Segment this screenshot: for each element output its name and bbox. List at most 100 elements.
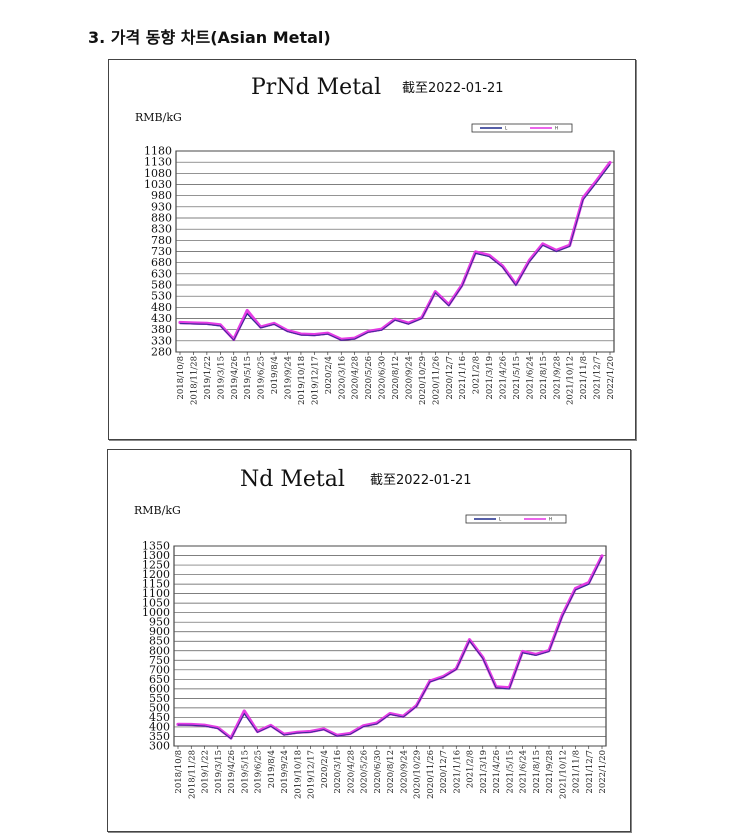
y-tick-label: 1350 bbox=[142, 540, 170, 553]
x-tick-label: 2021/9/28 bbox=[552, 356, 562, 400]
y-tick-label: 1100 bbox=[142, 587, 170, 600]
x-tick-label: 2019/9/24 bbox=[280, 750, 290, 794]
x-tick-label: 2021/11/8 bbox=[572, 750, 582, 794]
x-tick-label: 2019/1/22 bbox=[203, 356, 213, 400]
x-tick-label: 2019/12/17 bbox=[310, 356, 320, 405]
y-tick-label: 780 bbox=[151, 234, 172, 247]
chart-title: PrNd Metal bbox=[251, 75, 381, 100]
y-tick-label: 500 bbox=[149, 701, 170, 714]
x-tick-label: 2021/12/7 bbox=[593, 356, 603, 400]
x-tick-label: 2021/9/28 bbox=[545, 750, 555, 794]
y-tick-label: 680 bbox=[151, 256, 172, 269]
x-tick-label: 2022/1/20 bbox=[606, 356, 616, 400]
x-tick-label: 2021/6/24 bbox=[525, 356, 535, 400]
x-tick-label: 2020/10/29 bbox=[413, 750, 423, 799]
x-tick-label: 2020/6/30 bbox=[378, 356, 388, 400]
x-tick-label: 2020/3/16 bbox=[333, 750, 343, 794]
y-tick-label: 330 bbox=[151, 334, 172, 347]
x-tick-label: 2021/6/24 bbox=[519, 750, 529, 794]
x-tick-label: 2020/12/7 bbox=[439, 750, 449, 794]
x-tick-label: 2019/4/26 bbox=[227, 750, 237, 794]
x-tick-label: 2019/5/15 bbox=[240, 750, 250, 794]
y-tick-label: 930 bbox=[151, 200, 172, 213]
x-tick-label: 2020/11/26 bbox=[426, 750, 436, 799]
x-tick-label: 2018/10/8 bbox=[176, 356, 186, 400]
x-tick-label: 2020/8/12 bbox=[391, 356, 401, 400]
x-tick-label: 2020/5/26 bbox=[360, 750, 370, 794]
y-tick-label: 950 bbox=[149, 616, 170, 629]
y-axis-unit-label: RMB/kG bbox=[135, 111, 182, 124]
x-tick-label: 2020/9/24 bbox=[404, 356, 414, 400]
y-tick-label: 480 bbox=[151, 301, 172, 314]
x-tick-label: 2019/3/15 bbox=[216, 356, 226, 400]
x-tick-label: 2021/11/8 bbox=[579, 356, 589, 400]
y-tick-label: 650 bbox=[149, 673, 170, 686]
x-tick-label: 2021/10/12 bbox=[558, 750, 568, 799]
y-tick-label: 850 bbox=[149, 635, 170, 648]
y-tick-label: 830 bbox=[151, 223, 172, 236]
prnd-chart-panel: PrNd Metal 截至2022-01-21 RMB/kG L H 280 330 380 4… bbox=[108, 59, 636, 440]
series-line-L-overlay bbox=[179, 164, 611, 342]
x-tick-label: 2019/6/25 bbox=[254, 750, 264, 794]
y-tick-label: 280 bbox=[151, 346, 172, 359]
x-tick-label: 2019/10/18 bbox=[293, 750, 303, 799]
chart-title: Nd Metal bbox=[240, 467, 345, 492]
x-tick-label: 2019/5/15 bbox=[243, 356, 253, 400]
y-tick-label: 750 bbox=[149, 654, 170, 667]
x-tick-label: 2021/4/26 bbox=[499, 356, 509, 400]
x-tick-label: 2018/11/28 bbox=[187, 750, 197, 799]
series-line-L-overlay bbox=[177, 557, 603, 740]
legend-box bbox=[471, 123, 573, 133]
y-tick-label: 630 bbox=[151, 267, 172, 280]
legend-box bbox=[465, 514, 567, 524]
y-tick-label: 1300 bbox=[142, 549, 170, 562]
x-tick-label: 2019/8/4 bbox=[270, 356, 280, 394]
y-tick-label: 1050 bbox=[142, 597, 170, 610]
y-tick-label: 350 bbox=[149, 730, 170, 743]
legend-label-H: H bbox=[555, 126, 558, 131]
x-tick-label: 2018/11/28 bbox=[189, 356, 199, 405]
legend-label-L: L bbox=[505, 126, 508, 131]
y-axis-unit-label: RMB/kG bbox=[134, 504, 181, 517]
y-tick-label: 980 bbox=[151, 189, 172, 202]
x-tick-label: 2020/12/7 bbox=[445, 356, 455, 400]
y-tick-label: 900 bbox=[149, 625, 170, 638]
x-tick-label: 2019/12/17 bbox=[307, 750, 317, 799]
x-tick-label: 2021/2/8 bbox=[472, 356, 482, 394]
nd-chart: Nd Metal 截至2022-01-21 RMB/kG L H 300350400450… bbox=[134, 467, 608, 799]
x-tick-label: 2019/9/24 bbox=[284, 356, 294, 400]
chart-date-label: 截至2022-01-21 bbox=[370, 473, 472, 488]
y-tick-label: 600 bbox=[149, 682, 170, 695]
legend-label-L: L bbox=[499, 517, 502, 522]
x-tick-label: 2021/12/7 bbox=[585, 750, 595, 794]
series-line-H bbox=[178, 160, 612, 341]
x-tick-label: 2020/9/24 bbox=[399, 750, 409, 794]
x-tick-label: 2021/8/15 bbox=[532, 750, 542, 794]
x-tick-label: 2021/5/15 bbox=[512, 356, 522, 400]
chart-date-label: 截至2022-01-21 bbox=[402, 81, 504, 96]
y-tick-label: 1180 bbox=[144, 145, 172, 158]
x-tick-label: 2020/5/26 bbox=[364, 356, 374, 400]
x-tick-label: 2021/1/16 bbox=[458, 356, 468, 400]
y-tick-label: 730 bbox=[151, 245, 172, 258]
x-tick-label: 2021/3/19 bbox=[479, 750, 489, 794]
y-tick-label: 1200 bbox=[142, 568, 170, 581]
x-tick-label: 2020/10/29 bbox=[418, 356, 428, 405]
x-tick-label: 2020/11/26 bbox=[431, 356, 441, 405]
y-tick-label: 430 bbox=[151, 312, 172, 325]
x-tick-label: 2020/2/4 bbox=[320, 750, 330, 788]
y-tick-label: 1130 bbox=[144, 156, 172, 169]
x-tick-label: 2019/6/25 bbox=[257, 356, 267, 400]
x-tick-label: 2021/4/26 bbox=[492, 750, 502, 794]
y-tick-label: 580 bbox=[151, 279, 172, 292]
y-tick-label: 880 bbox=[151, 212, 172, 225]
y-tick-label: 380 bbox=[151, 323, 172, 336]
x-tick-label: 2021/10/12 bbox=[566, 356, 576, 405]
x-tick-label: 2021/8/15 bbox=[539, 356, 549, 400]
x-tick-label: 2018/10/8 bbox=[174, 750, 184, 794]
series-line-H bbox=[176, 554, 604, 740]
y-tick-label: 400 bbox=[149, 720, 170, 733]
x-tick-label: 2020/2/4 bbox=[324, 356, 334, 394]
x-tick-label: 2021/5/15 bbox=[505, 750, 515, 794]
